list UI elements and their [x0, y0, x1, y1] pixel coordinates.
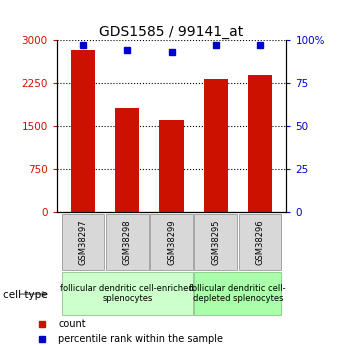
- Bar: [203, 79, 228, 212]
- Bar: [159, 120, 184, 212]
- Text: follicular dendritic cell-
depleted splenocytes: follicular dendritic cell- depleted sple…: [189, 284, 286, 303]
- Bar: [115, 108, 140, 212]
- Bar: [62, 272, 193, 315]
- Bar: [194, 272, 281, 315]
- Text: count: count: [58, 319, 86, 329]
- Bar: [248, 75, 272, 212]
- Text: GSM38299: GSM38299: [167, 220, 176, 265]
- Text: follicular dendritic cell-enriched
splenocytes: follicular dendritic cell-enriched splen…: [60, 284, 194, 303]
- Bar: [194, 215, 237, 270]
- Bar: [239, 215, 281, 270]
- Title: GDS1585 / 99141_at: GDS1585 / 99141_at: [99, 24, 244, 39]
- Text: percentile rank within the sample: percentile rank within the sample: [58, 334, 223, 344]
- Text: GSM38295: GSM38295: [211, 220, 220, 265]
- Text: GSM38297: GSM38297: [79, 219, 87, 265]
- Bar: [71, 50, 95, 212]
- Bar: [106, 215, 149, 270]
- Text: GSM38298: GSM38298: [123, 219, 132, 265]
- Bar: [62, 215, 104, 270]
- Text: cell type: cell type: [3, 290, 48, 300]
- Bar: [150, 215, 193, 270]
- Text: GSM38296: GSM38296: [256, 219, 264, 265]
